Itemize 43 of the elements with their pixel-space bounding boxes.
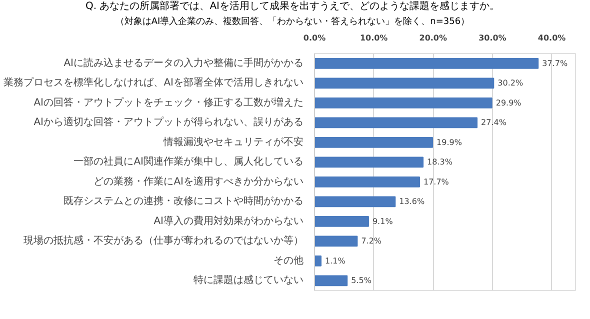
bar [314, 216, 369, 227]
bar [314, 156, 424, 168]
y-tick-label: 情報漏洩やセキュリティが不安 [162, 136, 304, 148]
chart-subtitle: （対象はAI導入企業のみ、複数回答、「わからない・答えられない」を除く、n=356） [115, 16, 470, 29]
bar [314, 275, 348, 286]
y-tick-label: AI導入の費用対効果がわからない [154, 214, 304, 227]
data-label: 29.9% [496, 98, 522, 108]
y-tick-label: 一部の社員にAI関連作業が集中し、属人化している [74, 156, 304, 168]
data-label: 17.7% [423, 177, 450, 186]
data-label: 1.1% [325, 256, 346, 266]
bar [314, 236, 358, 247]
y-tick-label: AIの回答・アウトプットをチェック・修正する工数が増えた [34, 96, 304, 108]
bar [314, 136, 434, 148]
data-label: 5.5% [351, 276, 372, 286]
bar [314, 78, 494, 89]
y-tick-label: どの業務・作業にAIを適用すべきか分からない [94, 175, 304, 188]
bar [314, 176, 420, 188]
bar [314, 255, 322, 266]
data-label: 19.9% [436, 138, 462, 147]
x-tick-label: 40.0% [538, 34, 566, 42]
bar [314, 97, 492, 108]
y-tick-label: その他 [274, 254, 304, 266]
data-label: 37.7% [542, 58, 568, 68]
y-tick-label: 業務プロセスを標準化しなければ、AIを部署全体で活用しきれない [4, 76, 304, 89]
x-tick-label: 10.0% [360, 34, 388, 42]
x-tick-label: 0.0% [303, 34, 326, 42]
data-label: 18.3% [427, 158, 453, 167]
bar [314, 196, 396, 208]
x-tick-label: 30.0% [478, 34, 506, 42]
data-label: 13.6% [399, 197, 425, 206]
x-tick-label: 20.0% [419, 34, 448, 42]
data-label: 30.2% [498, 78, 524, 88]
data-label: 7.2% [361, 236, 382, 246]
bar [314, 58, 539, 69]
y-tick-label: 現場の抵抗感・不安がある（仕事が奪われるのではないか等） [24, 234, 304, 247]
bar [314, 117, 478, 128]
chart-title: Q. あなたの所属部署では、AIを活用して成果を出すうえで、どのような課題を感じますか。 [85, 0, 500, 14]
y-tick-label: 既存システムとの連携・改修にコストや時間がかかる [64, 195, 304, 208]
y-tick-label: 特に課題は感じていない [194, 274, 304, 286]
y-tick-label: AIから適切な回答・アウトプットが得られない、誤りがある [34, 116, 304, 128]
data-label: 27.4% [481, 118, 507, 128]
data-label: 9.1% [372, 216, 394, 226]
y-tick-label: AIに読み込ませるデータの入力や整備に手間がかかる [64, 56, 304, 69]
